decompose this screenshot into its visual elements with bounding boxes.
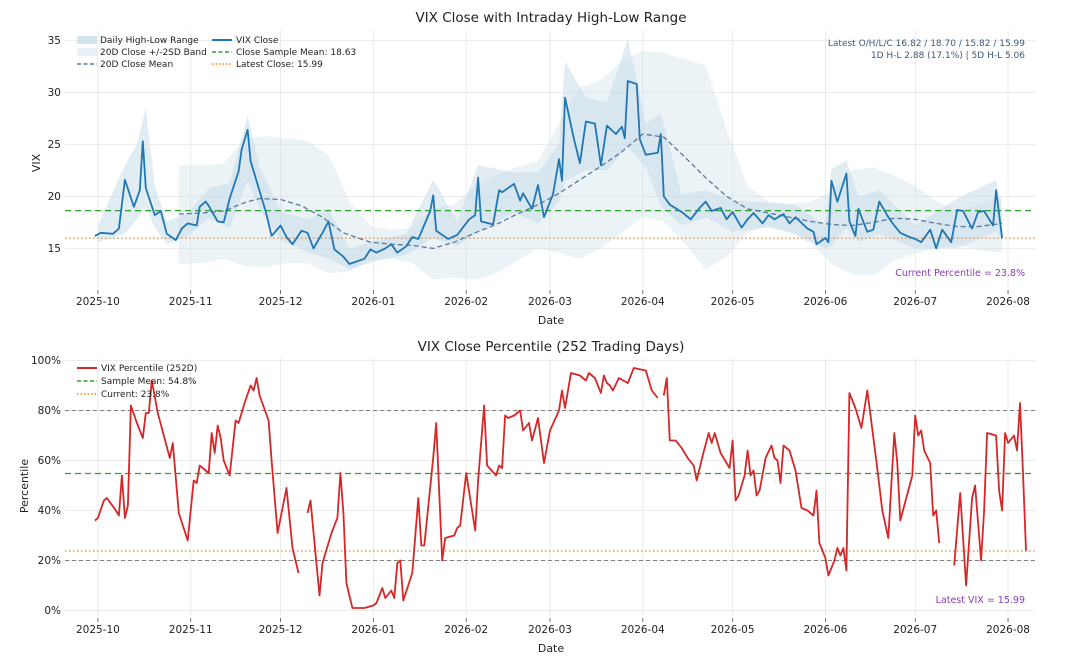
y-tick-label: 0% bbox=[44, 605, 61, 617]
bottom-legend: VIX Percentile (252D) Sample Mean: 54.8%… bbox=[77, 364, 197, 400]
top-info-line-2: 1D H-L 2.88 (17.1%) | 5D H-L 5.06 bbox=[871, 51, 1025, 61]
sd-band-area bbox=[178, 50, 1003, 280]
top-title: VIX Close with Intraday High-Low Range bbox=[415, 10, 686, 26]
bottom-panel: VIX Close Percentile (252 Trading Days) … bbox=[18, 339, 1035, 655]
percentile-segment-2 bbox=[306, 367, 659, 609]
y-tick-label: 30 bbox=[48, 87, 61, 99]
x-tick-label: 2026-07 bbox=[893, 296, 937, 308]
bottom-title: VIX Close Percentile (252 Trading Days) bbox=[418, 339, 685, 355]
daily-range-area bbox=[97, 38, 1003, 270]
x-tick-label: 2026-08 bbox=[986, 296, 1030, 308]
y-tick-label: 15 bbox=[48, 243, 61, 255]
x-tick-label: 2026-02 bbox=[444, 624, 488, 636]
bottom-percentile-line bbox=[94, 367, 1027, 609]
y-tick-label: 80% bbox=[38, 405, 61, 417]
percentile-segment-1 bbox=[94, 377, 300, 574]
percentile-segment-4 bbox=[953, 402, 1027, 587]
x-tick-label: 2026-03 bbox=[528, 624, 572, 636]
x-tick-label: 2026-01 bbox=[351, 296, 395, 308]
bottom-x-axis-label: Date bbox=[538, 642, 565, 655]
legend-current-label: Current: 23.8% bbox=[101, 390, 170, 400]
legend-swatch-band bbox=[77, 48, 97, 56]
top-percentile-annotation: Current Percentile = 23.8% bbox=[895, 268, 1025, 279]
bottom-gridlines bbox=[65, 358, 1035, 618]
y-tick-label: 100% bbox=[31, 355, 61, 367]
x-tick-label: 2026-01 bbox=[351, 624, 395, 636]
x-tick-label: 2025-12 bbox=[259, 296, 303, 308]
top-info-line-1: Latest O/H/L/C 16.82 / 18.70 / 15.82 / 1… bbox=[828, 39, 1025, 49]
x-tick-label: 2026-03 bbox=[528, 296, 572, 308]
bottom-x-ticks: 2025-10 2025-11 2025-12 2026-01 2026-02 2026-… bbox=[76, 618, 1030, 636]
bottom-y-ticks: 0% 20% 40% 60% 80% 100% bbox=[31, 355, 61, 617]
top-y-ticks: 15 20 25 30 35 bbox=[48, 35, 61, 255]
top-legend: Daily High-Low Range 20D Close +/-2SD Ba… bbox=[77, 36, 356, 70]
x-tick-label: 2026-04 bbox=[621, 624, 665, 636]
top-x-ticks: 2025-10 2025-11 2025-12 2026-01 2026-02 2026-… bbox=[76, 290, 1030, 308]
x-tick-label: 2026-07 bbox=[893, 624, 937, 636]
y-tick-label: 20 bbox=[48, 191, 61, 203]
top-panel: VIX Close with Intraday High-Low Range 1… bbox=[30, 10, 1035, 327]
top-daily-range bbox=[97, 38, 1003, 270]
bottom-latest-annotation: Latest VIX = 15.99 bbox=[936, 595, 1025, 606]
legend-latest-label: Latest Close: 15.99 bbox=[236, 60, 323, 70]
legend-range-label: Daily High-Low Range bbox=[100, 36, 199, 46]
x-tick-label: 2026-02 bbox=[444, 296, 488, 308]
y-tick-label: 35 bbox=[48, 35, 61, 47]
vix-close-line bbox=[94, 80, 1003, 265]
legend-rolling-mean-label: 20D Close Mean bbox=[100, 60, 173, 70]
bottom-reference-lines bbox=[65, 410, 1035, 561]
bottom-y-axis-label: Percentile bbox=[18, 459, 31, 514]
x-tick-label: 2026-05 bbox=[711, 624, 755, 636]
legend-swatch-range bbox=[77, 36, 97, 44]
top-x-axis-label: Date bbox=[538, 314, 565, 327]
y-tick-label: 25 bbox=[48, 139, 61, 151]
x-tick-label: 2026-04 bbox=[621, 296, 665, 308]
top-rolling-mean bbox=[178, 133, 1003, 250]
y-tick-label: 60% bbox=[38, 455, 61, 467]
legend-bottom-sample-mean-label: Sample Mean: 54.8% bbox=[101, 377, 197, 387]
legend-band-label: 20D Close +/-2SD Band bbox=[100, 48, 207, 58]
top-close-line bbox=[94, 80, 1003, 265]
x-tick-label: 2025-10 bbox=[76, 296, 120, 308]
legend-close-label: VIX Close bbox=[236, 36, 279, 46]
x-tick-label: 2025-11 bbox=[169, 624, 213, 636]
top-2sd-band bbox=[178, 50, 1003, 280]
x-tick-label: 2026-08 bbox=[986, 624, 1030, 636]
y-tick-label: 20% bbox=[38, 555, 61, 567]
legend-percentile-label: VIX Percentile (252D) bbox=[101, 364, 197, 374]
y-tick-label: 40% bbox=[38, 505, 61, 517]
x-tick-label: 2025-10 bbox=[76, 624, 120, 636]
x-tick-label: 2026-05 bbox=[711, 296, 755, 308]
x-tick-label: 2025-12 bbox=[259, 624, 303, 636]
top-y-axis-label: VIX bbox=[30, 153, 43, 172]
x-tick-label: 2026-06 bbox=[803, 296, 847, 308]
rolling-mean-line bbox=[178, 133, 1003, 250]
percentile-segment-3 bbox=[662, 377, 941, 577]
x-tick-label: 2025-11 bbox=[169, 296, 213, 308]
legend-sample-mean-label: Close Sample Mean: 18.63 bbox=[236, 48, 356, 58]
x-tick-label: 2026-06 bbox=[803, 624, 847, 636]
